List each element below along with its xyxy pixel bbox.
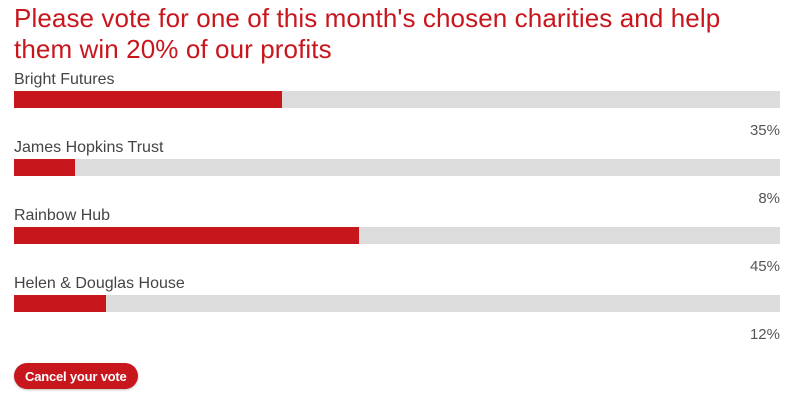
option-label: Rainbow Hub bbox=[14, 207, 111, 224]
poll-option-bright-futures[interactable]: Bright Futures 35% bbox=[14, 71, 780, 139]
option-percent: 45% bbox=[749, 258, 780, 275]
result-bar-fill bbox=[14, 159, 76, 176]
result-bar-track bbox=[14, 295, 780, 312]
charity-poll: Please vote for one of this month's chos… bbox=[14, 0, 780, 343]
poll-option-helen-douglas-house[interactable]: Helen & Douglas House 12% bbox=[14, 275, 780, 343]
result-bar-fill bbox=[14, 91, 283, 108]
result-bar-track bbox=[14, 227, 780, 244]
result-bar-track bbox=[14, 159, 780, 176]
option-percent: 12% bbox=[749, 326, 780, 343]
poll-options: Bright Futures 35% James Hopkins Trust 8… bbox=[14, 71, 780, 343]
poll-option-rainbow-hub[interactable]: Rainbow Hub 45% bbox=[14, 207, 780, 275]
option-label: Bright Futures bbox=[14, 71, 115, 88]
option-percent: 35% bbox=[749, 122, 780, 139]
result-bar-fill bbox=[14, 295, 106, 312]
option-percent: 8% bbox=[758, 190, 780, 207]
option-label: Helen & Douglas House bbox=[14, 275, 185, 292]
result-bar-fill bbox=[14, 227, 359, 244]
cancel-vote-button[interactable]: Cancel your vote bbox=[14, 363, 138, 389]
result-bar-track bbox=[14, 91, 780, 108]
poll-title: Please vote for one of this month's chos… bbox=[14, 3, 721, 64]
option-label: James Hopkins Trust bbox=[14, 139, 164, 156]
poll-option-james-hopkins-trust[interactable]: James Hopkins Trust 8% bbox=[14, 139, 780, 207]
